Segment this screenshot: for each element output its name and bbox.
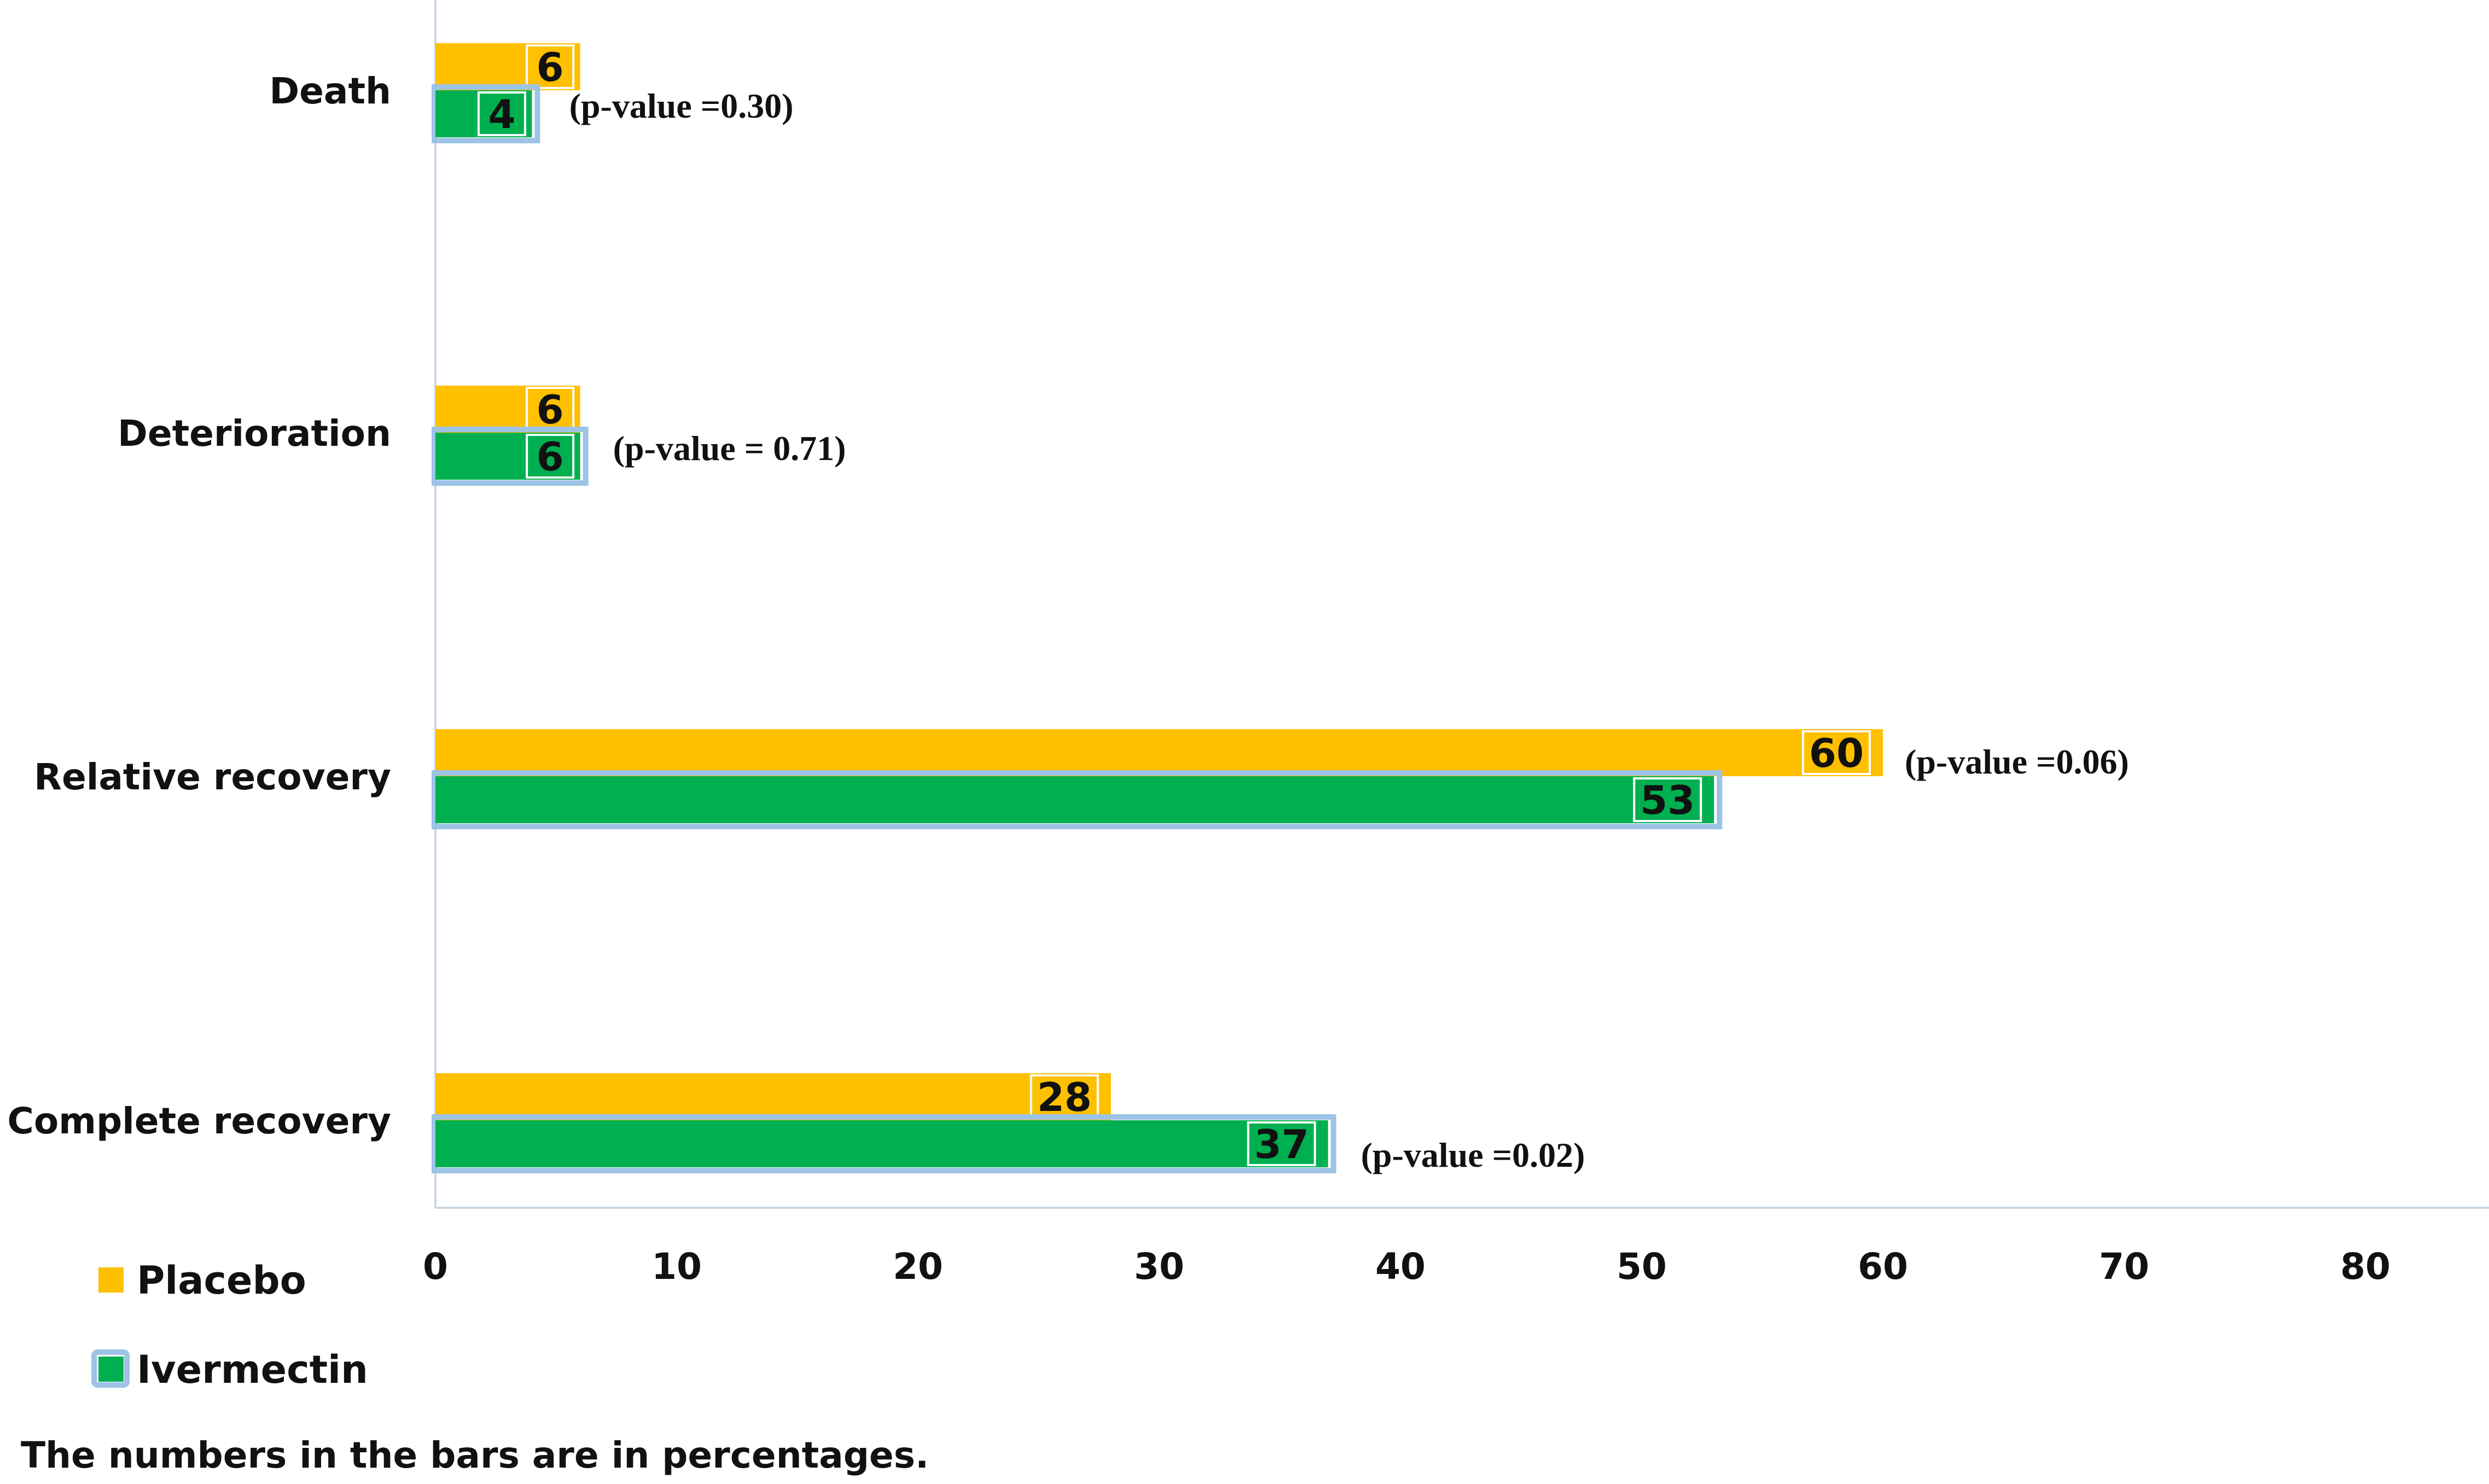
- p-value-death: (p-value =0.30): [569, 86, 794, 125]
- x-tick-label: 30: [1134, 1246, 1184, 1288]
- data-label-box-ivermectin-deterioration: [526, 434, 575, 479]
- data-label-placebo-deterioration: 6: [537, 387, 564, 433]
- legend-swatch-ivermectin: [98, 1357, 124, 1382]
- bar-ivermectin-relative-recovery: [435, 776, 1714, 823]
- p-value-relative-recovery: (p-value =0.06): [1905, 742, 2129, 781]
- data-label-ivermectin-death: 4: [488, 91, 515, 137]
- legend-label-placebo: Placebo: [137, 1258, 306, 1303]
- data-label-box-placebo-death: [526, 44, 575, 89]
- bar-placebo-death: [435, 43, 580, 90]
- bar-ivermectin-death: [435, 90, 532, 137]
- p-value-deterioration: (p-value = 0.71): [613, 429, 846, 468]
- data-label-placebo-complete-recovery: 28: [1037, 1074, 1092, 1120]
- data-label-box-ivermectin-death: [477, 91, 526, 136]
- legend-label-ivermectin: Ivermectin: [137, 1347, 368, 1392]
- data-label-placebo-death: 6: [537, 44, 564, 90]
- category-label-complete-recovery: Complete recovery: [7, 1100, 391, 1142]
- data-label-box-ivermectin-relative-recovery: [1633, 777, 1702, 822]
- data-label-ivermectin-complete-recovery: 37: [1254, 1121, 1309, 1167]
- data-label-box-ivermectin-complete-recovery: [1247, 1121, 1316, 1166]
- x-tick-label: 80: [2340, 1246, 2391, 1288]
- category-label-deterioration: Deterioration: [118, 412, 391, 455]
- legend-swatch-outline-ivermectin: [91, 1349, 130, 1388]
- bar-ivermectin-complete-recovery: [435, 1120, 1328, 1167]
- data-label-ivermectin-deterioration: 6: [537, 434, 564, 480]
- data-label-placebo-relative-recovery: 60: [1809, 730, 1864, 776]
- data-label-ivermectin-relative-recovery: 53: [1640, 777, 1695, 823]
- p-value-complete-recovery: (p-value =0.02): [1361, 1136, 1585, 1174]
- x-tick-label: 70: [2099, 1246, 2149, 1288]
- bar-placebo-deterioration: [435, 386, 580, 433]
- x-tick-label: 20: [893, 1246, 943, 1288]
- x-tick-label: 50: [1616, 1246, 1667, 1288]
- x-tick-label: 0: [423, 1246, 448, 1288]
- category-label-death: Death: [269, 70, 391, 112]
- bar-outline-ivermectin-complete-recovery: [432, 1114, 1336, 1173]
- data-label-box-placebo-relative-recovery: [1802, 730, 1871, 775]
- bar-ivermectin-deterioration: [435, 433, 580, 480]
- bar-outline-ivermectin-relative-recovery: [432, 770, 1723, 829]
- legend-swatch-placebo: [98, 1267, 124, 1293]
- bar-outline-ivermectin-death: [432, 84, 540, 143]
- bar-placebo-complete-recovery: [435, 1073, 1111, 1120]
- bar-placebo-relative-recovery: [435, 729, 1883, 776]
- bar-outline-ivermectin-deterioration: [432, 427, 589, 486]
- x-tick-label: 10: [652, 1246, 702, 1288]
- x-tick-label: 40: [1375, 1246, 1426, 1288]
- x-tick-label: 60: [1858, 1246, 1908, 1288]
- category-label-relative-recovery: Relative recovery: [34, 756, 391, 798]
- chart-note: The numbers in the bars are in percentag…: [21, 1434, 929, 1476]
